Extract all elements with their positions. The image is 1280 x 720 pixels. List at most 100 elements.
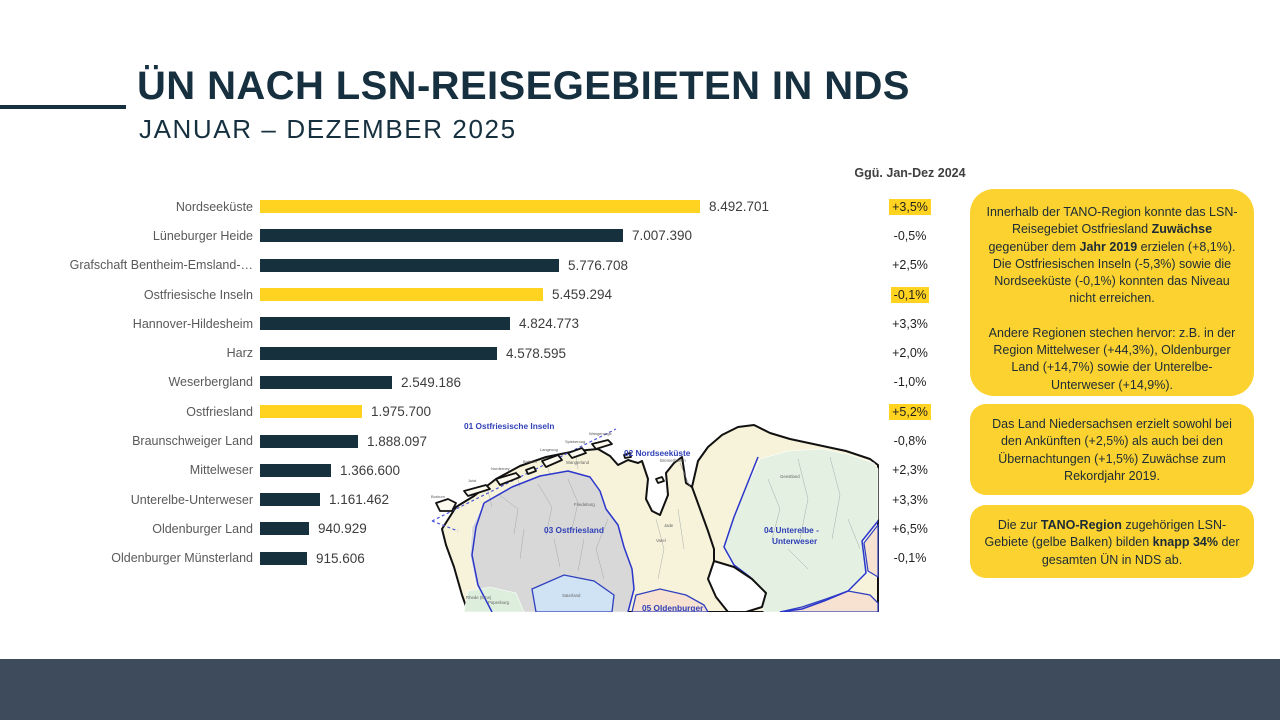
category-label: Weserbergland bbox=[168, 375, 253, 390]
bar bbox=[260, 551, 307, 565]
value-label: 1.161.462 bbox=[329, 492, 390, 508]
bar bbox=[260, 346, 497, 360]
map-region-label-01: 01 Ostfriesische Inseln bbox=[464, 421, 554, 431]
bar bbox=[260, 200, 700, 214]
value-label: 5.459.294 bbox=[552, 287, 613, 303]
town-label: Rhede (Ems) bbox=[466, 595, 492, 600]
change-cell: -0,8% bbox=[848, 434, 972, 448]
note-box-niedersachsen: Das Land Niedersachsen erzielt sowohl be… bbox=[970, 404, 1254, 495]
change-label: -0,1% bbox=[890, 286, 930, 303]
chart-row: Hannover-Hildesheim 4.824.773 +3,3% bbox=[0, 309, 1000, 338]
change-cell: +2,0% bbox=[848, 346, 972, 360]
map-islands bbox=[435, 439, 665, 512]
value-label: 940.929 bbox=[318, 521, 367, 537]
change-cell: -0,5% bbox=[848, 229, 972, 243]
value-label: 2.549.186 bbox=[401, 374, 462, 390]
map-region-oldenburg-b bbox=[779, 590, 879, 612]
island-label: Langeoog bbox=[540, 447, 558, 452]
bar bbox=[260, 463, 331, 477]
value-label: 1.975.700 bbox=[371, 404, 432, 420]
bar bbox=[260, 375, 392, 389]
change-cell: +2,3% bbox=[848, 463, 972, 477]
bar bbox=[260, 317, 510, 331]
town-label: Bremerhaven bbox=[660, 458, 686, 463]
change-cell: +5,2% bbox=[848, 403, 972, 420]
category-label: Ostfriesische Inseln bbox=[143, 287, 253, 302]
change-label: +2,3% bbox=[892, 463, 928, 478]
category-label: Harz bbox=[226, 346, 253, 361]
chart-row: Weserbergland 2.549.186 -1,0% bbox=[0, 368, 1000, 397]
bar-chart: Nordseeküste 8.492.701 +3,5% Lüneburger Hei… bbox=[0, 192, 1000, 573]
change-label: -0,5% bbox=[893, 228, 927, 243]
comparison-column-header: Ggü. Jan-Dez 2024 bbox=[854, 166, 966, 180]
page-title: ÜN NACH LSN-REISEGEBIETEN IN NDS bbox=[137, 64, 910, 108]
bar bbox=[260, 522, 309, 536]
category-label: Mittelweser bbox=[189, 463, 253, 478]
town-label: Saterland bbox=[562, 593, 581, 598]
value-label: 5.776.708 bbox=[568, 257, 629, 273]
town-label: Geestland bbox=[780, 474, 800, 479]
note-box-tano: Innerhalb der TANO-Region konnte das LSN… bbox=[970, 189, 1254, 396]
bar bbox=[260, 258, 559, 272]
category-label: Unterelbe-Unterweser bbox=[130, 492, 253, 507]
chart-row: Mittelweser 1.366.600 +2,3% bbox=[0, 456, 1000, 485]
category-label: Nordseeküste bbox=[175, 199, 253, 214]
change-cell: +2,5% bbox=[848, 258, 972, 272]
change-label: -1,0% bbox=[893, 375, 927, 390]
change-cell: -0,1% bbox=[848, 286, 972, 303]
change-label: +3,5% bbox=[889, 198, 931, 215]
town-label: Jade bbox=[664, 523, 674, 528]
category-label: Braunschweiger Land bbox=[132, 434, 253, 449]
footer-bar: 53°N Quelle: © Landesamt für Statistik N… bbox=[0, 659, 1280, 720]
map-region-label-04b: Unterweser bbox=[772, 536, 818, 546]
category-label: Ostfriesland bbox=[186, 404, 253, 419]
island-label: Wangerooge bbox=[589, 431, 613, 436]
value-label: 7.007.390 bbox=[632, 228, 693, 244]
change-label: -0,8% bbox=[893, 434, 927, 449]
change-label: -0,1% bbox=[893, 551, 927, 566]
change-label: +2,0% bbox=[892, 346, 928, 361]
chart-row: Oldenburger Münsterland 915.606 -0,1% bbox=[0, 544, 1000, 573]
chart-row: Ostfriesland 1.975.700 +5,2% bbox=[0, 397, 1000, 426]
chart-row: Ostfriesische Inseln 5.459.294 -0,1% bbox=[0, 280, 1000, 309]
change-cell: -0,1% bbox=[848, 551, 972, 565]
value-label: 1.888.097 bbox=[367, 433, 428, 449]
bar bbox=[260, 288, 543, 302]
chart-row: Braunschweiger Land 1.888.097 -0,8% bbox=[0, 426, 1000, 455]
value-label: 1.366.600 bbox=[340, 462, 401, 478]
map-region-oldenburg-a bbox=[631, 588, 709, 612]
bar bbox=[260, 405, 362, 419]
map-region-emsland-corner bbox=[463, 586, 525, 612]
bar bbox=[260, 493, 320, 507]
map-region-heide-sliver bbox=[863, 523, 879, 579]
map-region-label-04a: 04 Unterelbe - bbox=[764, 525, 819, 535]
bar bbox=[260, 434, 358, 448]
chart-row: Oldenburger Land 940.929 +6,5% bbox=[0, 514, 1000, 543]
map-region-label-03: 03 Ostfriesland bbox=[544, 525, 604, 535]
value-label: 4.578.595 bbox=[506, 345, 567, 361]
change-cell: +6,5% bbox=[848, 522, 972, 536]
change-cell: +3,5% bbox=[848, 198, 972, 215]
map-bremen bbox=[707, 560, 767, 612]
change-cell: +3,3% bbox=[848, 317, 972, 331]
change-label: +6,5% bbox=[892, 521, 928, 536]
chart-row: Lüneburger Heide 7.007.390 -0,5% bbox=[0, 221, 1000, 250]
island-label: Spiekeroog bbox=[565, 439, 585, 444]
town-label: Papenburg bbox=[488, 600, 510, 605]
town-label: Wangerland bbox=[566, 460, 590, 465]
category-label: Grafschaft Bentheim-Emsland-… bbox=[69, 258, 253, 273]
change-label: +3,3% bbox=[892, 492, 928, 507]
map-weser-river bbox=[691, 486, 715, 561]
island-label: Norderney bbox=[491, 466, 510, 471]
chart-row: Unterelbe-Unterweser 1.161.462 +3,3% bbox=[0, 485, 1000, 514]
title-accent-line bbox=[0, 105, 126, 109]
value-label: 8.492.701 bbox=[709, 199, 770, 215]
map-islands-boundary bbox=[431, 428, 617, 532]
map-region-saterland bbox=[531, 574, 615, 612]
bar-chart-rows: Nordseeküste 8.492.701 +3,5% Lüneburger Hei… bbox=[0, 192, 1000, 573]
bar bbox=[260, 229, 623, 243]
category-label: Oldenburger Münsterland bbox=[111, 551, 253, 566]
town-label: Varel bbox=[656, 538, 666, 543]
page-subtitle: JANUAR – DEZEMBER 2025 bbox=[139, 114, 517, 144]
change-label: +5,2% bbox=[889, 403, 931, 420]
